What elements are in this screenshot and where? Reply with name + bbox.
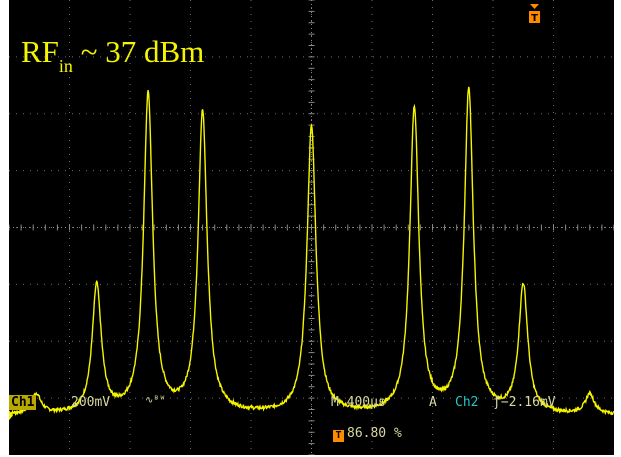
ground-level-marker — [9, 410, 13, 421]
trigger-level: ƒ−2.16mV — [493, 395, 556, 410]
channel-badge[interactable]: Ch1 — [9, 395, 37, 410]
rf-label-main: RF — [21, 34, 59, 69]
rf-label-value: ~ 37 dBm — [72, 34, 205, 69]
waveform-plot — [9, 0, 614, 455]
trigger-position-value: 86.80 % — [347, 426, 402, 441]
rf-label-subscript: in — [58, 56, 73, 76]
trigger-position-marker-icon: T — [529, 4, 540, 24]
trigger-source: Ch2 — [455, 395, 479, 410]
status-bar: Ch1 200mV ∿ᴮᵂ M 400µs A Ch2 ƒ−2.16mV — [9, 394, 614, 414]
svg-text:T: T — [531, 13, 538, 24]
trigger-icon: T — [333, 430, 344, 442]
waveform-screen: T RFin ~ 37 dBm Ch1 200mV ∿ᴮᵂ M 400µs A … — [9, 0, 614, 455]
rf-input-annotation: RFin ~ 37 dBm — [21, 34, 205, 76]
trigger-mode: A — [429, 395, 437, 410]
volts-per-div: 200mV — [71, 395, 111, 410]
bandwidth-limit-icon: ∿ᴮᵂ — [145, 395, 166, 406]
trigger-position-readout: T 86.80 % — [333, 426, 402, 442]
timebase: M 400µs — [331, 395, 386, 410]
waveform-trace — [9, 86, 614, 417]
